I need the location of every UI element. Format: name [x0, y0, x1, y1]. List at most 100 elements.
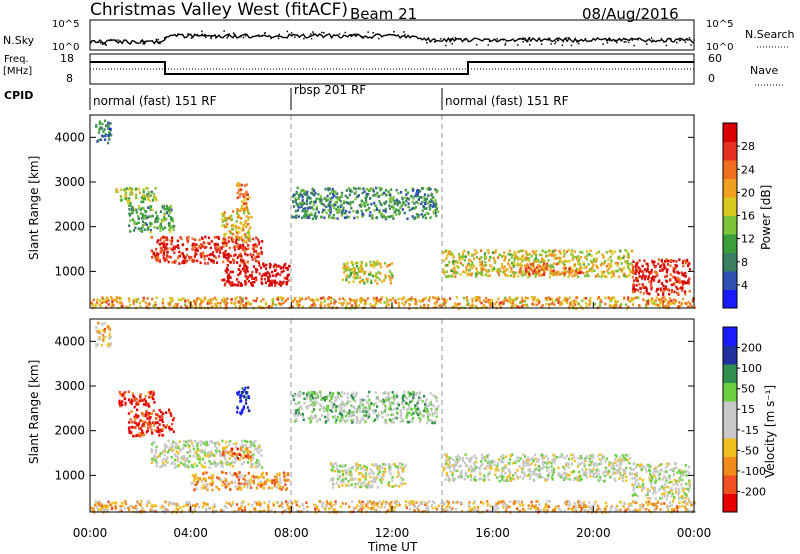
data-cell-0-7-110	[373, 298, 376, 302]
data-cell-1-6-124	[211, 481, 214, 485]
data-cell-0-3-37	[221, 241, 224, 245]
data-cell-1-7-500	[505, 509, 508, 512]
data-cell-0-2-98	[169, 211, 172, 214]
data-cell-0-8-305	[333, 217, 336, 220]
data-cell-0-7-679	[492, 306, 495, 309]
data-cell-0-7-134	[151, 297, 154, 301]
data-cell-0-8-136	[393, 199, 396, 203]
data-cell-0-6-61	[236, 283, 239, 287]
data-cell-0-7-292	[504, 296, 507, 300]
data-cell-1-3-281	[210, 452, 213, 456]
data-cell-0-10-330	[621, 270, 624, 273]
data-cell-1-7-509	[147, 500, 150, 504]
data-cell-0-10-24	[514, 271, 517, 274]
data-cell-0-7-651	[402, 296, 405, 299]
nsearch-dot-154	[665, 44, 668, 47]
data-cell-0-8-380	[399, 191, 403, 194]
data-cell-1-6-88	[242, 477, 245, 481]
data-cell-0-7-64	[129, 304, 132, 307]
data-cell-1-2-120	[143, 424, 146, 428]
data-cell-1-3-201	[179, 449, 182, 453]
data-cell-0-8-390	[428, 186, 431, 190]
data-cell-0-6-48	[254, 267, 257, 271]
data-cell-1-1-42	[127, 390, 130, 394]
data-cell-0-8-98	[385, 189, 388, 192]
data-cell-0-10-475	[577, 255, 580, 258]
data-cell-0-8-169	[340, 195, 343, 198]
data-cell-1-3-111	[208, 460, 211, 463]
data-cell-0-12-44	[643, 259, 646, 263]
data-cell-1-7-636	[619, 500, 622, 504]
data-cell-0-10-437	[547, 259, 550, 262]
data-cell-0-3-264	[168, 255, 171, 258]
data-cell-1-7-617	[469, 509, 472, 512]
data-cell-0-2-89	[167, 221, 170, 225]
data-cell-0-7-90	[678, 301, 681, 304]
data-cell-0-6-143	[229, 276, 232, 279]
data-cell-0-11-30	[575, 273, 578, 276]
data-cell-0-7-143	[566, 298, 569, 301]
data-cell-1-7-585	[554, 509, 557, 513]
nsearch-dot-130	[214, 34, 216, 36]
data-cell-0-12-127	[638, 275, 641, 278]
data-cell-0-12-226	[663, 287, 666, 291]
data-cell-0-8-273	[348, 215, 351, 219]
nsearch-dot-124	[652, 39, 654, 41]
data-cell-0-6-160	[253, 280, 256, 284]
data-cell-1-5-31	[236, 410, 239, 414]
data-cell-0-10-347	[494, 260, 497, 263]
data-cell-1-7-27	[492, 507, 495, 510]
data-cell-0-8-440	[389, 193, 392, 197]
data-cell-1-7-656	[285, 510, 289, 513]
data-cell-1-3-258	[228, 463, 232, 467]
data-cell-0-3-73	[203, 255, 206, 258]
data-cell-0-9-90	[387, 263, 390, 267]
data-cell-1-3-297	[168, 446, 171, 450]
data-cell-0-10-129	[498, 267, 501, 271]
data-cell-0-8-441	[424, 201, 427, 205]
data-cell-0-12-184	[684, 290, 687, 293]
data-cell-1-7-370	[185, 501, 188, 504]
data-cell-1-7-681	[155, 504, 158, 508]
data-cell-1-3-28	[190, 464, 193, 467]
data-cell-1-3-93	[172, 440, 175, 444]
data-cell-1-1-64	[129, 400, 132, 404]
data-cell-1-7-384	[314, 503, 317, 507]
data-cell-0-10-232	[521, 269, 524, 273]
data-cell-1-2-53	[142, 423, 145, 426]
data-cell-1-3-68	[251, 464, 254, 468]
data-cell-0-8-166	[391, 214, 394, 218]
data-cell-1-5-33	[239, 394, 242, 397]
data-cell-0-8-11	[292, 195, 295, 198]
data-cell-1-3-231	[167, 450, 170, 454]
data-cell-0-7-691	[245, 297, 248, 300]
data-cell-0-2-127	[145, 223, 148, 227]
data-cell-0-4-30	[240, 235, 243, 239]
data-cell-0-8-120	[428, 205, 431, 208]
data-cell-1-3-161	[200, 448, 203, 452]
data-cell-0-2-13	[149, 228, 152, 232]
data-cell-0-4-20	[249, 238, 252, 241]
data-cell-0-7-713	[113, 298, 116, 302]
data-cell-1-7-51	[320, 501, 323, 504]
data-cell-0-8-400	[341, 209, 344, 213]
data-cell-0-9-96	[346, 273, 349, 277]
data-cell-1-6-14	[273, 475, 277, 479]
data-cell-0-10-306	[452, 267, 455, 270]
data-cell-1-3-50	[195, 464, 198, 468]
data-cell-0-12-225	[656, 288, 659, 291]
data-cell-1-2-124	[154, 421, 157, 425]
data-cell-0-4-14	[230, 214, 233, 218]
data-cell-1-3-264	[164, 447, 167, 450]
data-cell-1-7-239	[286, 503, 289, 506]
data-cell-0-12-148	[666, 259, 669, 263]
data-cell-0-2-113	[163, 212, 166, 215]
data-cell-1-6-55	[284, 483, 287, 486]
data-cell-1-6-8	[222, 471, 225, 474]
data-cell-1-3-155	[225, 445, 228, 449]
data-cell-0-7-106	[573, 299, 576, 303]
data-cell-0-6-77	[263, 277, 266, 281]
data-cell-0-1-67	[154, 196, 157, 200]
data-cell-0-0-27	[109, 122, 112, 125]
data-cell-0-12-209	[646, 265, 649, 268]
